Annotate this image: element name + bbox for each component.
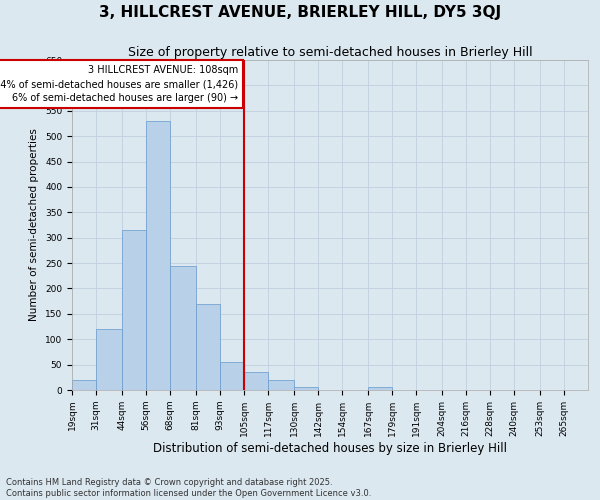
Text: 3 HILLCREST AVENUE: 108sqm
← 94% of semi-detached houses are smaller (1,426)
6% : 3 HILLCREST AVENUE: 108sqm ← 94% of semi… xyxy=(0,65,238,103)
Bar xyxy=(244,372,268,390)
Bar xyxy=(196,304,220,390)
Title: Size of property relative to semi-detached houses in Brierley Hill: Size of property relative to semi-detach… xyxy=(128,46,532,59)
Bar xyxy=(368,388,392,390)
X-axis label: Distribution of semi-detached houses by size in Brierley Hill: Distribution of semi-detached houses by … xyxy=(153,442,507,454)
Bar xyxy=(294,388,318,390)
Bar xyxy=(96,329,122,390)
Bar xyxy=(268,380,294,390)
Bar xyxy=(220,362,244,390)
Bar xyxy=(72,380,96,390)
Text: 3, HILLCREST AVENUE, BRIERLEY HILL, DY5 3QJ: 3, HILLCREST AVENUE, BRIERLEY HILL, DY5 … xyxy=(99,5,501,20)
Y-axis label: Number of semi-detached properties: Number of semi-detached properties xyxy=(29,128,40,322)
Text: Contains HM Land Registry data © Crown copyright and database right 2025.
Contai: Contains HM Land Registry data © Crown c… xyxy=(6,478,371,498)
Bar xyxy=(170,266,196,390)
Bar xyxy=(146,121,170,390)
Bar xyxy=(122,230,146,390)
